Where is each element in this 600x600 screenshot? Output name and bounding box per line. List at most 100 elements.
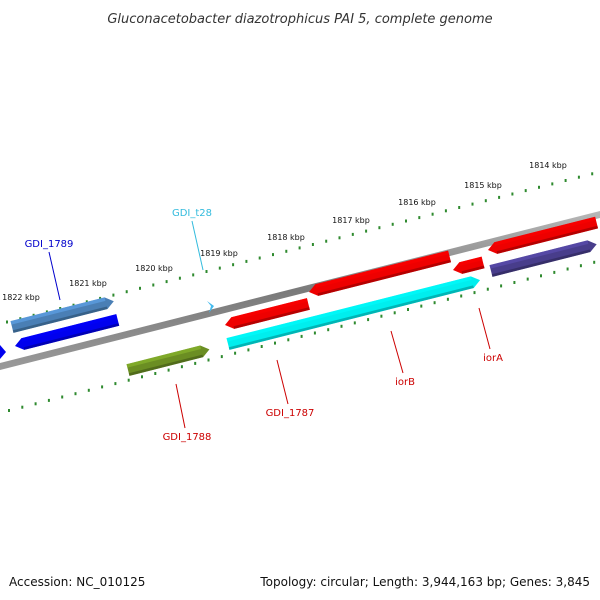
tick-label: 1818 kbp — [267, 233, 305, 242]
tick-mark — [420, 304, 423, 308]
tick-label: 1814 kbp — [529, 161, 567, 170]
tick-mark — [538, 185, 540, 189]
tick-mark — [167, 368, 170, 372]
outer-tick-row — [6, 172, 594, 324]
tick-mark — [260, 345, 263, 348]
accession-text: Accession: NC_010125 — [9, 575, 145, 589]
tick-mark — [6, 320, 8, 324]
callout-line — [175, 383, 186, 429]
tick-mark — [178, 276, 181, 280]
tick-mark — [32, 313, 35, 317]
tick-mark — [484, 199, 487, 203]
tick-mark — [340, 324, 343, 328]
tick-mark — [500, 284, 503, 288]
tick-mark — [458, 206, 461, 209]
callout-line — [48, 251, 61, 301]
tick-mark — [45, 310, 48, 314]
callout-line — [478, 307, 491, 350]
gene-arrow-gdi-t28 — [207, 301, 214, 313]
tick-mark — [245, 259, 248, 263]
tick-mark — [194, 361, 197, 365]
tick-mark — [471, 202, 474, 206]
tick-mark — [59, 307, 62, 310]
tick-label: 1817 kbp — [332, 216, 370, 225]
tick-mark — [21, 405, 24, 409]
gene-features — [0, 216, 599, 376]
tick-mark — [112, 293, 115, 297]
genome-backbone — [0, 211, 600, 370]
tick-mark — [577, 175, 580, 179]
map-title: Gluconacetobacter diazotrophicus PAI 5, … — [107, 12, 492, 27]
tick-mark — [486, 287, 489, 291]
tick-mark — [154, 372, 157, 375]
tick-label: 1820 kbp — [135, 264, 173, 273]
tick-mark — [234, 351, 237, 355]
tick-mark — [220, 355, 223, 359]
tick-mark — [165, 280, 168, 284]
tick-mark — [391, 222, 394, 226]
tick-mark — [579, 264, 582, 268]
tick-mark — [300, 334, 303, 338]
tick-mark — [8, 409, 10, 412]
tick-mark — [365, 229, 368, 233]
tick-mark — [511, 192, 514, 196]
tick-mark — [393, 311, 396, 315]
tick-mark — [338, 236, 341, 240]
gene-arrow-iora — [453, 256, 485, 274]
tick-mark — [152, 283, 155, 287]
gene-arrow-gdi-1788 — [126, 345, 210, 376]
tick-mark — [380, 314, 383, 318]
tick-mark — [513, 281, 516, 284]
tick-mark — [405, 219, 407, 223]
tick-mark — [418, 216, 421, 220]
tick-mark — [205, 270, 208, 273]
callout-line — [276, 359, 289, 405]
tick-label: 1819 kbp — [200, 249, 238, 258]
tick-mark — [141, 375, 143, 379]
callout-line — [191, 220, 204, 271]
tick-mark — [192, 273, 195, 277]
tick-mark — [311, 243, 314, 246]
tick-mark — [287, 338, 290, 342]
tick-mark — [19, 317, 22, 321]
tick-mark — [47, 398, 50, 402]
tick-mark — [540, 274, 542, 278]
tick-label: 1822 kbp — [2, 293, 40, 302]
tick-label-row: 1822 kbp 1821 kbp 1820 kbp 1819 kbp 1818 kbp… — [2, 161, 567, 302]
gene-label-iorb: iorB — [395, 377, 415, 388]
tick-mark — [298, 246, 301, 250]
tick-mark — [553, 270, 556, 274]
tick-mark — [498, 195, 501, 199]
gene-arrow — [488, 216, 599, 254]
gene-label-gdi-1788: GDI_1788 — [163, 432, 212, 443]
tick-mark — [460, 294, 463, 298]
tick-mark — [524, 189, 527, 193]
tick-mark — [526, 277, 529, 281]
tick-label: 1816 kbp — [398, 198, 436, 207]
tick-mark — [433, 301, 436, 305]
tick-mark — [566, 267, 569, 271]
tick-label: 1815 kbp — [464, 181, 502, 190]
tick-mark — [207, 358, 210, 362]
tick-mark — [87, 388, 90, 392]
tick-mark — [74, 392, 77, 396]
gene-label-gdi-1787: GDI_1787 — [266, 408, 315, 419]
tick-mark — [446, 297, 449, 301]
tick-mark — [127, 378, 130, 382]
tick-mark — [99, 296, 102, 300]
tick-mark — [327, 328, 330, 332]
tick-mark — [367, 318, 370, 322]
tick-mark — [232, 263, 235, 267]
tick-mark — [285, 249, 288, 253]
tick-mark — [274, 341, 276, 345]
tick-mark — [247, 348, 250, 352]
tick-mark — [101, 385, 104, 389]
gene-label-gdi-1789: GDI_1789 — [25, 239, 74, 250]
tick-mark — [444, 209, 447, 213]
gene-arrow-gdi-1787 — [226, 276, 481, 350]
gene-label-iora: iorA — [483, 353, 503, 364]
tick-mark — [85, 300, 88, 304]
callout-line — [390, 330, 404, 374]
tick-mark — [34, 402, 37, 406]
